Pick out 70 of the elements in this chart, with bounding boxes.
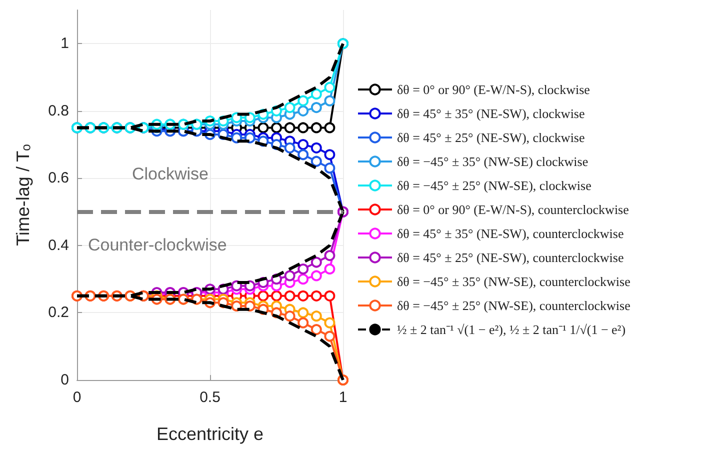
point xyxy=(324,317,336,328)
annotation: Counter-clockwise xyxy=(88,235,227,254)
point xyxy=(310,310,322,322)
y-axis-title: Time-lag / Tₒ xyxy=(13,144,33,246)
annotation: Clockwise xyxy=(132,164,209,184)
point xyxy=(324,250,336,262)
y-tick-label: 0 xyxy=(60,372,69,388)
legend-label: ½ ± 2 tan⁻¹ √(1 − e²), ½ ± 2 tan⁻¹ 1/√(1 − e²) xyxy=(397,322,626,337)
point xyxy=(298,149,309,160)
y-tick-label: 0.2 xyxy=(48,304,69,322)
point xyxy=(244,300,256,312)
legend-label: δθ = 45° ± 25° (NE-SW), clockwise xyxy=(397,130,585,145)
point xyxy=(310,290,322,302)
point xyxy=(284,142,296,154)
y-tick-label: 1 xyxy=(60,35,69,52)
point xyxy=(310,256,322,268)
point xyxy=(271,122,282,134)
point xyxy=(284,102,296,114)
x-tick-label: 0 xyxy=(72,389,82,406)
point xyxy=(298,105,309,116)
point xyxy=(324,82,336,93)
point xyxy=(231,300,242,312)
point xyxy=(324,149,336,160)
point xyxy=(324,330,336,342)
point xyxy=(298,139,309,150)
point xyxy=(284,270,296,282)
legend-label: δθ = −45° ± 35° (NW-SE), counterclockwise xyxy=(397,274,631,289)
point xyxy=(298,264,309,274)
x-tick-label: 1 xyxy=(338,389,348,406)
point xyxy=(298,290,309,302)
legend-label: δθ = 0° or 90° (E-W/N-S), clockwise xyxy=(397,82,590,97)
point xyxy=(324,95,336,106)
point xyxy=(310,142,322,154)
point xyxy=(310,122,322,134)
point xyxy=(310,156,322,167)
point xyxy=(298,95,309,106)
x-tick-label: 0.5 xyxy=(200,389,220,406)
point xyxy=(298,317,309,328)
point xyxy=(284,290,296,302)
y-tick-label: 0.4 xyxy=(48,236,69,254)
point xyxy=(244,280,256,292)
point xyxy=(324,290,336,302)
legend-label: δθ = −45° ± 35° (NW-SE) clockwise xyxy=(397,154,588,169)
legend-label: δθ = −45° ± 25° (NW-SE), clockwise xyxy=(397,178,592,193)
point xyxy=(310,88,322,100)
y-tick-label: 0.6 xyxy=(48,170,69,187)
legend-label: δθ = −45° ± 25° (NW-SE), counterclockwise xyxy=(397,298,631,313)
point xyxy=(310,270,322,282)
point xyxy=(231,132,242,144)
point xyxy=(324,162,336,174)
point xyxy=(258,122,269,134)
x-axis-title: Eccentricity e xyxy=(156,424,264,444)
point xyxy=(310,102,322,114)
point xyxy=(298,274,309,285)
point xyxy=(231,280,242,292)
point xyxy=(298,122,309,134)
point xyxy=(324,264,336,274)
point xyxy=(284,122,296,134)
point xyxy=(284,310,296,322)
y-tick-label: 0.8 xyxy=(48,102,69,120)
legend-label: δθ = 45° ± 35° (NE-SW), clockwise xyxy=(397,106,585,121)
legend-label: δθ = 45° ± 25° (NE-SW), counterclockwise xyxy=(397,250,624,265)
point xyxy=(271,290,282,302)
point xyxy=(258,290,269,302)
legend-label: δθ = 0° or 90° (E-W/N-S), counterclockwise xyxy=(397,202,630,217)
legend-label: δθ = 45° ± 35° (NE-SW), counterclockwise xyxy=(397,226,624,241)
point xyxy=(231,112,242,124)
point xyxy=(324,122,336,134)
point xyxy=(310,324,322,336)
point xyxy=(298,307,309,318)
